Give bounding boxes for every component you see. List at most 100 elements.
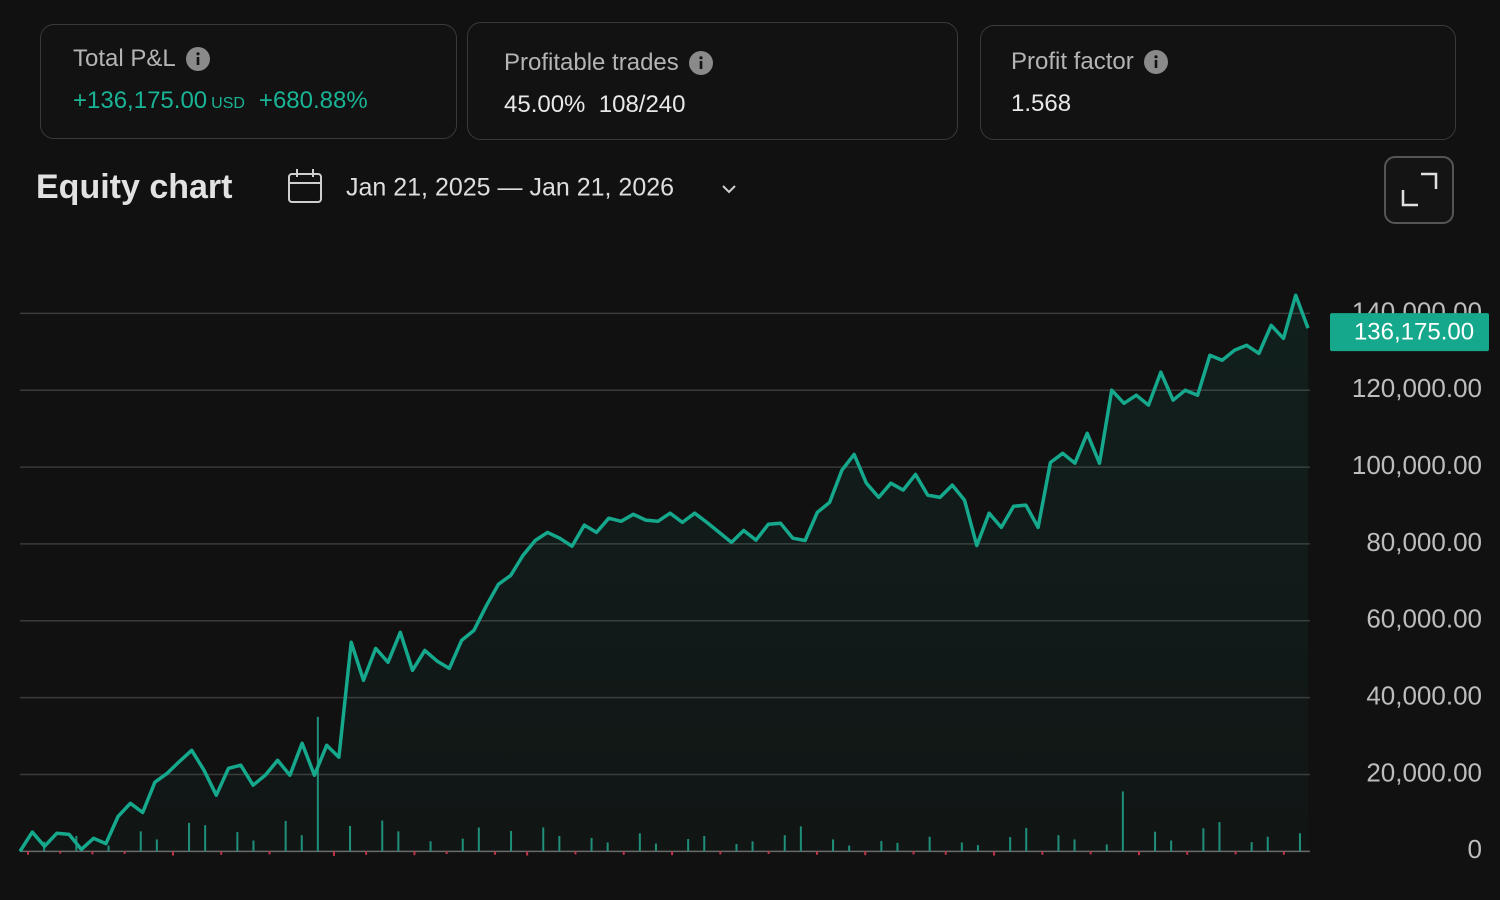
trade-bar xyxy=(171,851,174,856)
info-icon[interactable] xyxy=(185,47,210,71)
y-tick-label: 100,000.00 xyxy=(1352,450,1482,480)
y-tick-label: 40,000.00 xyxy=(1366,680,1482,710)
trade-bar xyxy=(896,842,899,852)
trade-bar xyxy=(622,851,625,855)
trade-bar xyxy=(1170,840,1173,852)
trade-bar xyxy=(751,841,754,852)
trade-bar xyxy=(27,851,30,855)
trade-bar xyxy=(91,851,94,855)
trade-bar xyxy=(638,833,641,852)
trade-bar xyxy=(155,839,158,852)
stat-card: Profitable trades 45.00% 108/240 xyxy=(467,22,958,140)
trade-bar xyxy=(236,832,239,852)
trade-bar xyxy=(735,844,738,852)
trade-bar xyxy=(445,851,448,855)
trade-bar xyxy=(284,820,287,852)
stat-label-row: Profitable trades xyxy=(504,49,713,77)
trade-bar xyxy=(1105,844,1108,852)
trade-bar xyxy=(654,843,657,852)
stat-card: Profit factor 1.568 xyxy=(980,25,1456,140)
trade-bar xyxy=(220,851,223,855)
trade-bar xyxy=(1154,831,1157,852)
date-range[interactable]: Jan 21, 2025 — Jan 21, 2026 xyxy=(346,174,674,202)
trade-bar xyxy=(542,827,545,852)
stat-change: +680.88% xyxy=(258,87,368,114)
trade-bar xyxy=(1186,851,1189,855)
trade-bar xyxy=(671,851,674,856)
y-tick-label: 80,000.00 xyxy=(1366,527,1482,557)
trade-bar xyxy=(848,845,851,852)
trade-bar xyxy=(477,827,480,852)
stat-label-row: Total P&L xyxy=(73,45,210,73)
trade-bar xyxy=(783,835,786,852)
trade-bar xyxy=(1121,791,1124,852)
trade-bar xyxy=(1250,842,1253,852)
trade-bar xyxy=(864,851,867,856)
stat-label: Total P&L xyxy=(73,45,176,72)
trade-bar xyxy=(767,851,770,855)
trade-bar xyxy=(687,839,690,852)
trade-bar xyxy=(268,851,271,855)
trade-bar xyxy=(1218,822,1221,852)
info-icon[interactable] xyxy=(688,51,713,75)
trade-bar xyxy=(107,845,110,852)
trade-bar xyxy=(461,838,464,852)
trade-bar xyxy=(381,820,384,852)
stat-value: +136,175.00 xyxy=(73,87,208,114)
trade-bar xyxy=(976,845,979,852)
trade-bar xyxy=(204,825,207,852)
info-icon[interactable] xyxy=(1143,50,1168,74)
chart-title: Equity chart xyxy=(36,168,232,206)
trade-bar xyxy=(1202,828,1205,852)
trade-bar xyxy=(1057,835,1060,852)
trade-bar xyxy=(815,851,818,855)
stat-value-row: +136,175.00 USD +680.88% xyxy=(73,87,368,115)
trade-bar xyxy=(1298,833,1301,852)
trade-bar xyxy=(832,839,835,852)
dropdown-chevron[interactable] xyxy=(722,185,736,194)
equity-line xyxy=(18,293,1310,853)
current-value-label: 136,175.00 xyxy=(1354,318,1474,345)
trade-bar xyxy=(123,851,126,855)
stat-unit: USD xyxy=(211,95,245,112)
trade-bar xyxy=(574,851,577,855)
y-tick-label: 0 xyxy=(1468,834,1482,864)
trade-bar xyxy=(526,851,529,856)
stat-label-row: Profit factor xyxy=(1011,48,1168,76)
trade-bar xyxy=(365,851,368,855)
y-tick-label: 120,000.00 xyxy=(1352,373,1482,403)
area-fill xyxy=(20,295,1308,852)
trade-bar xyxy=(1234,851,1237,855)
trade-bar xyxy=(1073,839,1076,852)
trade-bar xyxy=(1009,837,1012,852)
trade-bar xyxy=(397,831,400,852)
trade-bar xyxy=(493,851,496,855)
expand-button[interactable] xyxy=(1384,156,1454,224)
stat-label: Profitable trades xyxy=(504,49,679,76)
trade-bar xyxy=(316,716,319,852)
trade-bar xyxy=(188,822,191,852)
current-value-box xyxy=(1330,313,1489,352)
trade-bar xyxy=(590,837,593,852)
trade-bar xyxy=(606,842,609,852)
stat-card: Total P&L +136,175.00 USD +680.88% xyxy=(40,24,457,139)
trade-bar xyxy=(139,831,142,852)
trade-bar xyxy=(510,830,513,852)
stat-value-row: 45.00% 108/240 xyxy=(504,91,686,119)
trade-bar xyxy=(300,835,303,852)
trade-bar xyxy=(332,851,335,856)
stat-detail: 108/240 xyxy=(598,91,686,118)
trade-bar xyxy=(912,851,915,855)
trade-bar xyxy=(252,840,255,852)
trade-bar xyxy=(960,842,963,852)
trade-bar xyxy=(703,835,706,852)
trade-bar xyxy=(799,826,802,852)
trade-bar xyxy=(1137,851,1140,856)
trade-bar xyxy=(928,836,931,852)
trade-bar xyxy=(1266,836,1269,852)
trade-bar xyxy=(880,840,883,852)
stat-value: 1.568 xyxy=(1011,90,1072,117)
calendar-icon[interactable] xyxy=(288,169,322,203)
